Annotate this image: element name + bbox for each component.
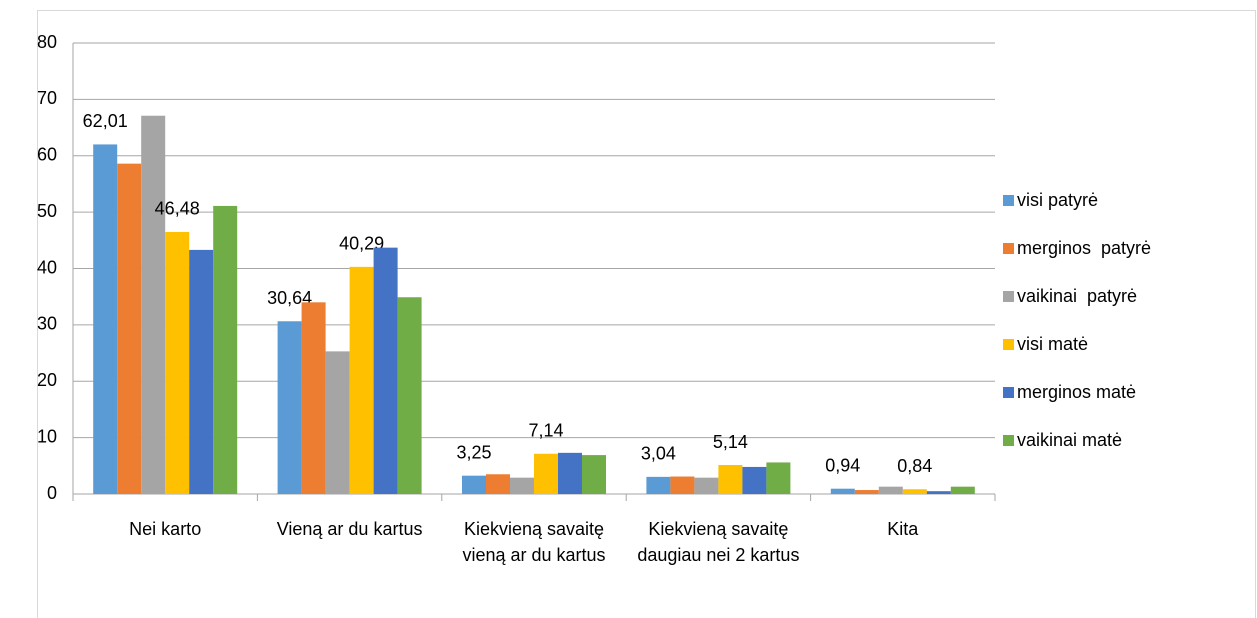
legend-swatch bbox=[1003, 387, 1014, 398]
x-tick-label: Kita bbox=[887, 519, 919, 539]
legend-swatch bbox=[1003, 435, 1014, 446]
legend-swatch bbox=[1003, 339, 1014, 350]
bar bbox=[397, 297, 422, 494]
bar bbox=[926, 491, 951, 494]
y-tick-label: 20 bbox=[37, 370, 57, 390]
bar bbox=[558, 452, 582, 494]
data-label: 0,84 bbox=[897, 456, 932, 476]
y-tick-label: 10 bbox=[37, 426, 57, 446]
bar bbox=[301, 302, 326, 494]
bar bbox=[165, 231, 190, 494]
bar bbox=[277, 321, 302, 494]
legend-label: merginos patyrė bbox=[1017, 238, 1151, 258]
bar bbox=[93, 144, 118, 494]
y-tick-label: 40 bbox=[37, 257, 57, 277]
legend-swatch bbox=[1003, 291, 1014, 302]
bar bbox=[141, 115, 166, 494]
bar bbox=[349, 266, 374, 494]
y-tick-label: 50 bbox=[37, 201, 57, 221]
bar bbox=[830, 488, 855, 494]
legend-label: visi patyrė bbox=[1017, 190, 1098, 210]
bar bbox=[325, 351, 350, 494]
data-label: 3,25 bbox=[456, 442, 491, 462]
bar bbox=[189, 249, 214, 494]
legend-swatch bbox=[1003, 195, 1014, 206]
data-label: 5,14 bbox=[713, 432, 748, 452]
bar bbox=[510, 477, 534, 494]
legend-label: vaikinai patyrė bbox=[1017, 286, 1137, 306]
data-label: 3,04 bbox=[641, 444, 676, 464]
bar bbox=[486, 474, 510, 494]
y-tick-label: 70 bbox=[37, 88, 57, 108]
x-tick-label: Kiekvieną savaitę vieną ar du kartus bbox=[462, 519, 605, 565]
x-tick-label: Nei karto bbox=[129, 519, 201, 539]
legend-label: visi matė bbox=[1017, 334, 1088, 354]
legend-swatch bbox=[1003, 243, 1014, 254]
bar bbox=[213, 205, 238, 494]
bar bbox=[373, 247, 398, 494]
legend-label: vaikinai matė bbox=[1017, 430, 1122, 450]
y-tick-label: 60 bbox=[37, 145, 57, 165]
bar bbox=[854, 490, 879, 494]
legend-label: merginos matė bbox=[1017, 382, 1136, 402]
bar bbox=[718, 465, 743, 494]
data-label: 62,01 bbox=[83, 111, 128, 131]
data-label: 0,94 bbox=[825, 455, 860, 475]
y-tick-label: 80 bbox=[37, 32, 57, 52]
bar bbox=[694, 477, 719, 494]
bar bbox=[670, 476, 695, 494]
bar bbox=[902, 489, 927, 494]
x-tick-label: Vieną ar du kartus bbox=[277, 519, 423, 539]
bar bbox=[950, 486, 975, 494]
bar bbox=[646, 476, 671, 494]
x-tick-label: Kiekvieną savaitę daugiau nei 2 kartus bbox=[637, 519, 799, 565]
chart-frame bbox=[37, 10, 1256, 618]
y-tick-label: 0 bbox=[47, 483, 57, 503]
y-tick-label: 30 bbox=[37, 314, 57, 334]
bar bbox=[534, 453, 558, 494]
data-label: 7,14 bbox=[528, 420, 563, 440]
bar bbox=[117, 163, 142, 494]
bar bbox=[742, 466, 767, 494]
bar bbox=[878, 486, 903, 494]
data-label: 30,64 bbox=[267, 288, 312, 308]
bar bbox=[766, 462, 791, 494]
data-label: 46,48 bbox=[155, 199, 200, 219]
bar bbox=[462, 475, 486, 494]
data-label: 40,29 bbox=[339, 234, 384, 254]
bar bbox=[582, 455, 606, 494]
